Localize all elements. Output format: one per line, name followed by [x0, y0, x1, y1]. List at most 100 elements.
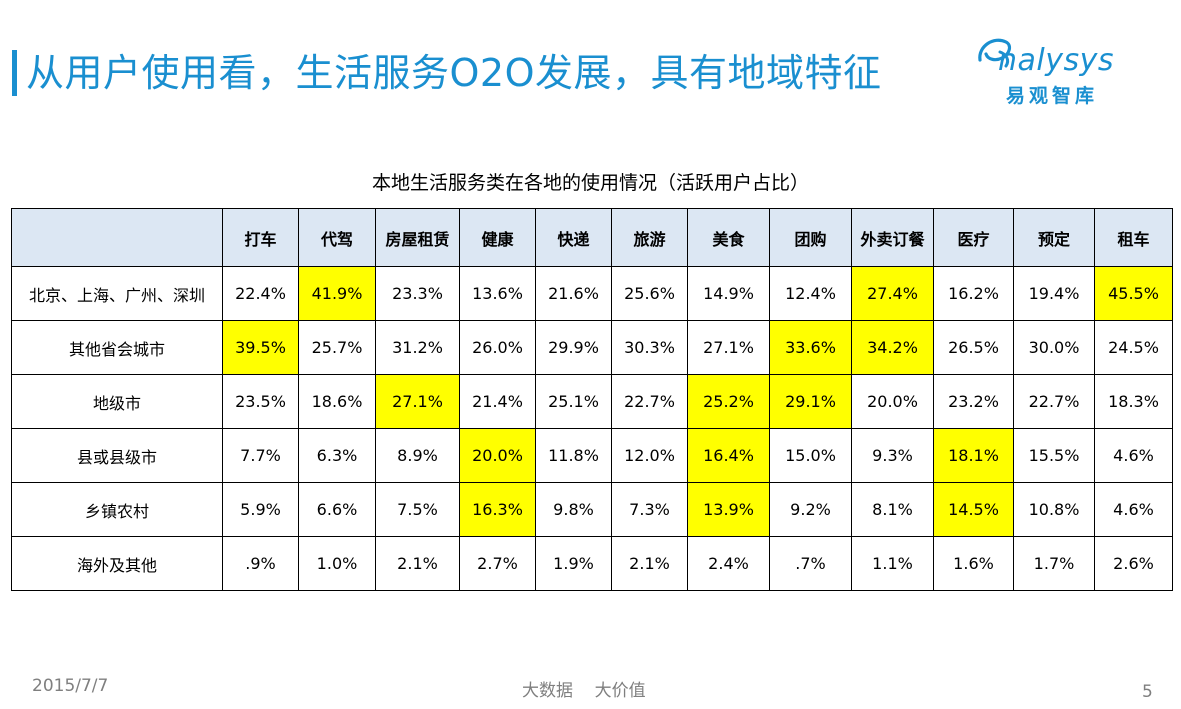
table-cell: 11.8%	[535, 428, 612, 483]
table-row: 北京、上海、广州、深圳 22.4% 41.9% 23.3% 13.6% 21.6% 25.6…	[11, 266, 1173, 321]
table-cell: 10.8%	[1013, 482, 1095, 537]
table-row: 县或县级市 7.7% 6.3% 8.9% 20.0% 11.8% 12.0% 16.4% 15.…	[11, 428, 1173, 483]
table-cell: 8.1%	[851, 482, 934, 537]
column-header: 医疗	[933, 208, 1014, 267]
column-header: 健康	[459, 208, 536, 267]
logo-text: nalysys	[998, 43, 1114, 78]
table-cell: 12.0%	[611, 428, 688, 483]
column-header: 代驾	[298, 208, 376, 267]
table-cell: 20.0%	[851, 374, 934, 429]
table-cell: 14.5%	[933, 482, 1014, 537]
table-body: 北京、上海、广州、深圳 22.4% 41.9% 23.3% 13.6% 21.6% 25.6…	[11, 266, 1173, 591]
row-label: 县或县级市	[11, 428, 223, 483]
table-cell: .9%	[222, 536, 299, 591]
table-cell: 23.5%	[222, 374, 299, 429]
table-cell: 18.6%	[298, 374, 376, 429]
table-cell: 27.4%	[851, 266, 934, 321]
table-cell: 9.3%	[851, 428, 934, 483]
logo-subtitle: 易观智库	[1006, 85, 1099, 107]
table-cell: 30.0%	[1013, 320, 1095, 375]
table-cell: 25.2%	[687, 374, 770, 429]
table-cell: 2.4%	[687, 536, 770, 591]
column-header: 旅游	[611, 208, 688, 267]
row-label: 海外及其他	[11, 536, 223, 591]
table-cell: 1.6%	[933, 536, 1014, 591]
table-cell: 21.6%	[535, 266, 612, 321]
table-cell: 7.5%	[375, 482, 460, 537]
table-cell: 34.2%	[851, 320, 934, 375]
table-cell: 1.7%	[1013, 536, 1095, 591]
table-cell: 6.3%	[298, 428, 376, 483]
table-cell: 18.3%	[1094, 374, 1173, 429]
column-header: 租车	[1094, 208, 1173, 267]
table-cell: 30.3%	[611, 320, 688, 375]
table-cell: 9.8%	[535, 482, 612, 537]
table-cell: 15.0%	[769, 428, 852, 483]
table-row: 地级市 23.5% 18.6% 27.1% 21.4% 25.1% 22.7% 25.2% 29…	[11, 374, 1173, 429]
column-header: 房屋租赁	[375, 208, 460, 267]
table-cell: 2.1%	[611, 536, 688, 591]
table-cell: 23.2%	[933, 374, 1014, 429]
table-cell: 9.2%	[769, 482, 852, 537]
table-row: 乡镇农村 5.9% 6.6% 7.5% 16.3% 9.8% 7.3% 13.9% 9.2% 8.…	[11, 482, 1173, 537]
table-cell: 12.4%	[769, 266, 852, 321]
column-header: 预定	[1013, 208, 1095, 267]
table-cell: 25.7%	[298, 320, 376, 375]
table-cell: 2.6%	[1094, 536, 1173, 591]
table-cell: 1.0%	[298, 536, 376, 591]
footer-slogan: 大数据 大价值	[522, 681, 646, 701]
column-header: 外卖订餐	[851, 208, 934, 267]
row-label: 北京、上海、广州、深圳	[11, 266, 223, 321]
table-cell: 25.6%	[611, 266, 688, 321]
table-cell: 6.6%	[298, 482, 376, 537]
table-row: 海外及其他 .9% 1.0% 2.1% 2.7% 1.9% 2.1% 2.4% .7% 1.1% 1…	[11, 536, 1173, 591]
table-cell: 20.0%	[459, 428, 536, 483]
table-cell: 26.0%	[459, 320, 536, 375]
page-title: 从用户使用看，生活服务O2O发展，具有地域特征	[26, 51, 882, 95]
footer-date: 2015/7/7	[32, 676, 109, 696]
table-cell: 8.9%	[375, 428, 460, 483]
table-cell: .7%	[769, 536, 852, 591]
table-cell: 4.6%	[1094, 482, 1173, 537]
table-cell: 13.9%	[687, 482, 770, 537]
row-label: 其他省会城市	[11, 320, 223, 375]
brand-logo: nalysys 易观智库	[976, 34, 1146, 114]
page-number: 5	[1142, 682, 1153, 702]
table-cell: 16.2%	[933, 266, 1014, 321]
table-title: 本地生活服务类在各地的使用情况（活跃用户占比）	[371, 172, 809, 194]
analysys-swoosh-icon	[978, 38, 1012, 68]
table-cell: 31.2%	[375, 320, 460, 375]
table-cell: 2.7%	[459, 536, 536, 591]
table-cell: 24.5%	[1094, 320, 1173, 375]
table-cell: 15.5%	[1013, 428, 1095, 483]
table-cell: 26.5%	[933, 320, 1014, 375]
table-cell: 13.6%	[459, 266, 536, 321]
table-cell: 29.9%	[535, 320, 612, 375]
table-cell: 14.9%	[687, 266, 770, 321]
table-cell: 1.1%	[851, 536, 934, 591]
column-header: 团购	[769, 208, 852, 267]
column-header: 快递	[535, 208, 612, 267]
column-header: 美食	[687, 208, 770, 267]
table-cell: 39.5%	[222, 320, 299, 375]
table-cell: 1.9%	[535, 536, 612, 591]
table-cell: 16.4%	[687, 428, 770, 483]
table-cell: 5.9%	[222, 482, 299, 537]
table-cell: 2.1%	[375, 536, 460, 591]
table-cell: 7.7%	[222, 428, 299, 483]
table-row: 其他省会城市 39.5% 25.7% 31.2% 26.0% 29.9% 30.3% 27.1…	[11, 320, 1173, 375]
table-cell: 4.6%	[1094, 428, 1173, 483]
table-cell: 22.4%	[222, 266, 299, 321]
table-header-row: 打车 代驾 房屋租赁 健康 快递 旅游 美食 团购 外卖订餐 医疗 预定 租车	[11, 208, 1173, 267]
table-cell: 22.7%	[1013, 374, 1095, 429]
table-cell: 21.4%	[459, 374, 536, 429]
header-corner-cell	[11, 208, 223, 267]
table-cell: 25.1%	[535, 374, 612, 429]
table-cell: 29.1%	[769, 374, 852, 429]
table-cell: 27.1%	[687, 320, 770, 375]
usage-table: 打车 代驾 房屋租赁 健康 快递 旅游 美食 团购 外卖订餐 医疗 预定 租车 北京、上海、广州、深圳…	[11, 208, 1173, 591]
table-cell: 19.4%	[1013, 266, 1095, 321]
table-cell: 33.6%	[769, 320, 852, 375]
column-header: 打车	[222, 208, 299, 267]
row-label: 乡镇农村	[11, 482, 223, 537]
